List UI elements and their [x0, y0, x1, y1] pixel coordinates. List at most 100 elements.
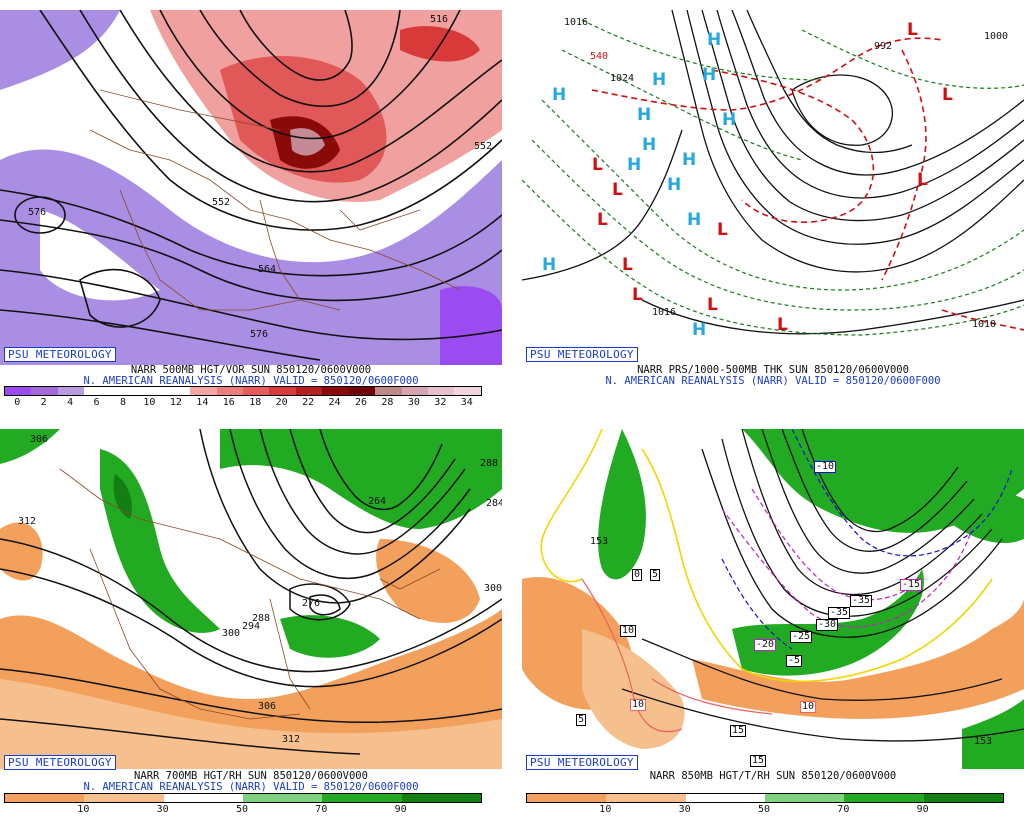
color-swatch	[242, 794, 323, 802]
high-pressure-icon: H	[652, 70, 667, 90]
contour-label: 306	[30, 434, 49, 445]
color-swatch	[606, 794, 686, 802]
caption-line1: NARR PRS/1000-500MB THK SUN 850120/0600V…	[637, 364, 909, 376]
color-swatch	[401, 794, 481, 802]
color-swatch	[685, 794, 765, 802]
color-swatch	[428, 387, 455, 395]
contour-label: 276	[302, 598, 321, 609]
contour-label: 294	[242, 621, 261, 632]
contour-label: 576	[250, 329, 269, 340]
caption-line1: NARR 700MB HGT/RH SUN 850120/0600V000	[134, 770, 368, 782]
color-scale-bar	[526, 793, 1004, 803]
contour-label: 1000	[984, 31, 1009, 42]
tick-label: 10	[599, 804, 612, 815]
tick-label: 2	[40, 397, 47, 408]
high-pressure-icon: H	[687, 210, 702, 230]
psu-meteorology-label: PSU METEOROLOGY	[526, 347, 638, 362]
tick-label: 22	[302, 397, 315, 408]
map-700mb: 306 312 288 264 276 288 294 300 306 312 …	[0, 429, 502, 784]
color-swatch	[31, 387, 58, 395]
high-pressure-icon: H	[702, 65, 717, 85]
color-swatch	[844, 794, 924, 802]
color-scale-bar	[4, 386, 482, 396]
tick-label: 28	[381, 397, 394, 408]
tick-label: 4	[67, 397, 74, 408]
contour-label: 288	[480, 458, 499, 469]
contour-label: 992	[874, 41, 893, 52]
contour-label: 153	[590, 536, 609, 547]
contour-label: 10	[620, 625, 637, 637]
color-swatch	[923, 794, 1003, 802]
low-pressure-icon: L	[717, 220, 728, 240]
contour-label: 300	[484, 583, 502, 594]
tick-label: 50	[235, 804, 249, 815]
contour-label: -35	[828, 607, 851, 619]
contour-label: -5	[786, 655, 803, 667]
tick-label: 50	[757, 804, 771, 815]
tick-label: 12	[169, 397, 182, 408]
contour-label: -25	[790, 631, 813, 643]
caption-line2: N. AMERICAN REANALYSIS (NARR) VALID = 85…	[83, 781, 419, 793]
map-850mb: 153 0 5 10 10 5 15 15 -10 -20 -25 -30 -3…	[522, 429, 1024, 784]
psu-meteorology-label: PSU METEOROLOGY	[526, 755, 638, 770]
contour-label: 1024	[610, 73, 635, 84]
color-swatch	[527, 794, 607, 802]
color-swatch	[163, 794, 243, 802]
contour-label: 300	[222, 628, 241, 639]
contour-label: 1010	[972, 319, 997, 330]
high-pressure-icon: H	[552, 85, 567, 105]
color-swatch	[84, 794, 164, 802]
high-pressure-icon: H	[542, 255, 557, 275]
caption-line1: NARR 850MB HGT/T/RH SUN 850120/0600V000	[649, 770, 897, 782]
panel-pressure-thickness: PSU METEOROLOGY 1016 540 1024 992 1000 1…	[522, 10, 1024, 405]
color-swatch	[401, 387, 428, 395]
color-swatch	[322, 794, 402, 802]
color-scale-ticks: 10 30 50 70 90	[526, 805, 1002, 815]
caption-line2: N. AMERICAN REANALYSIS (NARR) VALID = 85…	[605, 375, 941, 387]
psu-meteorology-label: PSU METEOROLOGY	[4, 755, 116, 770]
tick-label: 14	[196, 397, 209, 408]
contour-label: 552	[474, 141, 493, 152]
tick-label: 70	[315, 804, 328, 815]
tick-label: 26	[354, 397, 368, 408]
contour-label: 15	[750, 755, 767, 767]
color-swatch	[242, 387, 270, 395]
contour-label: -15	[900, 579, 923, 591]
color-swatch	[764, 794, 845, 802]
map-500mb: 576 552 564 576 516 552 PSU METEOROLOGY	[0, 10, 502, 365]
tick-label: 10	[77, 804, 90, 815]
color-swatch	[163, 387, 191, 395]
contour-label: 516	[430, 14, 449, 25]
contour-label: 284	[486, 498, 502, 509]
high-pressure-icon: H	[642, 135, 657, 155]
tick-label: 90	[916, 804, 929, 815]
tick-label: 24	[328, 397, 341, 408]
color-swatch	[5, 794, 85, 802]
tick-label: 10	[143, 397, 156, 408]
contour-label: 576	[28, 207, 47, 218]
low-pressure-icon: L	[592, 155, 603, 175]
psu-meteorology-label: PSU METEOROLOGY	[4, 347, 116, 362]
contour-label: 10	[630, 699, 647, 711]
contour-label: 1016	[564, 17, 589, 28]
tick-label: 30	[156, 804, 169, 815]
contour-label: 5	[576, 714, 587, 726]
panel-700mb-rh: 306 312 288 264 276 288 294 300 306 312 …	[0, 429, 502, 824]
high-pressure-icon: H	[692, 320, 707, 340]
color-swatch	[5, 387, 32, 395]
high-pressure-icon: H	[627, 155, 642, 175]
low-pressure-icon: L	[622, 255, 633, 275]
contour-label: -35	[850, 595, 873, 607]
color-swatch	[269, 387, 296, 395]
tick-label: 8	[119, 397, 127, 408]
low-pressure-icon: L	[942, 85, 953, 105]
contour-label: 5	[650, 569, 661, 581]
tick-label: 30	[407, 397, 420, 408]
high-pressure-icon: H	[667, 175, 682, 195]
contour-label: 1016	[652, 307, 677, 318]
map-pressure: PSU METEOROLOGY 1016 540 1024 992 1000 1…	[522, 10, 1024, 365]
contour-label: 552	[212, 197, 231, 208]
contour-label: -20	[754, 639, 777, 651]
low-pressure-icon: L	[917, 170, 928, 190]
color-swatch	[57, 387, 85, 395]
